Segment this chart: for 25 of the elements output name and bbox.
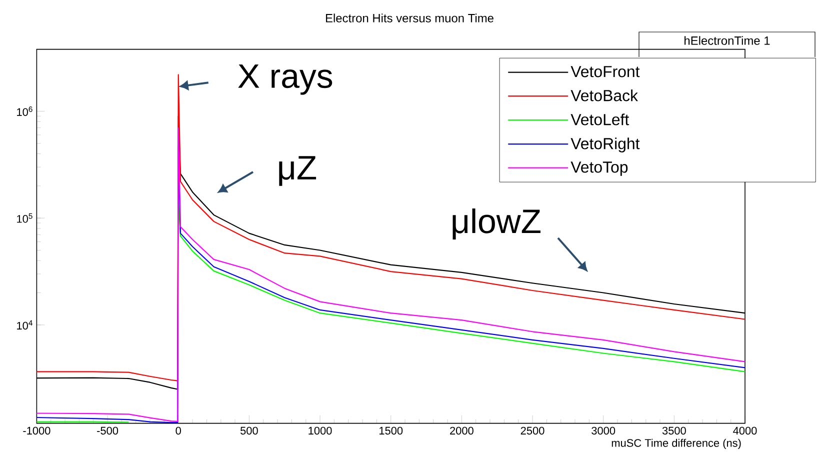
x-tick-label: 2000 [450, 426, 474, 435]
x-tick-label: 4000 [733, 426, 757, 435]
x-tick-label: -500 [97, 426, 118, 435]
x-tick-label: 500 [240, 426, 258, 435]
legend-label: VetoRight [570, 138, 640, 152]
x-tick-label: 0 [176, 426, 181, 435]
x-tick-label: -1000 [23, 426, 50, 435]
legend-label: VetoTop [570, 162, 628, 176]
chart-title: Electron Hits versus muon Time [326, 14, 494, 22]
x-tick-label: 3000 [592, 426, 616, 435]
y-tick-label: 10$^{6}$ [17, 106, 32, 116]
y-tick-label: 10$^{4}$ [17, 320, 32, 330]
text: hElectronTime 1 [684, 36, 770, 45]
annotation: μlowZ [452, 208, 540, 240]
legend-label: VetoFront [570, 66, 640, 78]
x-tick-label: 2500 [520, 426, 544, 435]
x-tick-label: 1000 [308, 426, 332, 435]
y-tick-label: 10$^{5}$ [17, 213, 32, 223]
legend-label: VetoLeft [570, 114, 630, 126]
annotation: μZ [279, 156, 316, 186]
x-tick-label: 3500 [662, 426, 686, 435]
x-tick-label: 1500 [379, 426, 403, 435]
annotation: X rays [238, 64, 332, 95]
x-axis-title: muSC Time difference (ns) [612, 438, 741, 450]
legend-label: VetoBack [570, 90, 638, 102]
